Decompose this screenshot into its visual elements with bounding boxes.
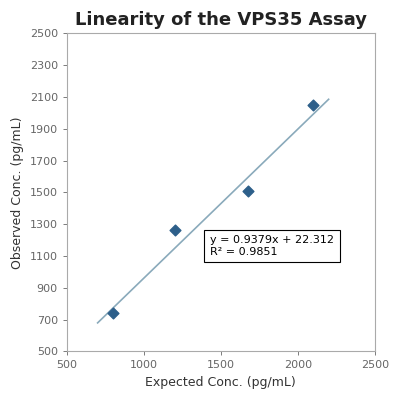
Point [244, 188, 251, 194]
Y-axis label: Observed Conc. (pg/mL): Observed Conc. (pg/mL) [11, 116, 24, 269]
X-axis label: Expected Conc. (pg/mL): Expected Conc. (pg/mL) [146, 376, 296, 389]
Text: y = 0.9379x + 22.312
R² = 0.9851: y = 0.9379x + 22.312 R² = 0.9851 [210, 235, 334, 257]
Point [310, 102, 316, 108]
Point [110, 310, 116, 316]
Title: Linearity of the VPS35 Assay: Linearity of the VPS35 Assay [75, 11, 367, 29]
Point [172, 226, 178, 233]
